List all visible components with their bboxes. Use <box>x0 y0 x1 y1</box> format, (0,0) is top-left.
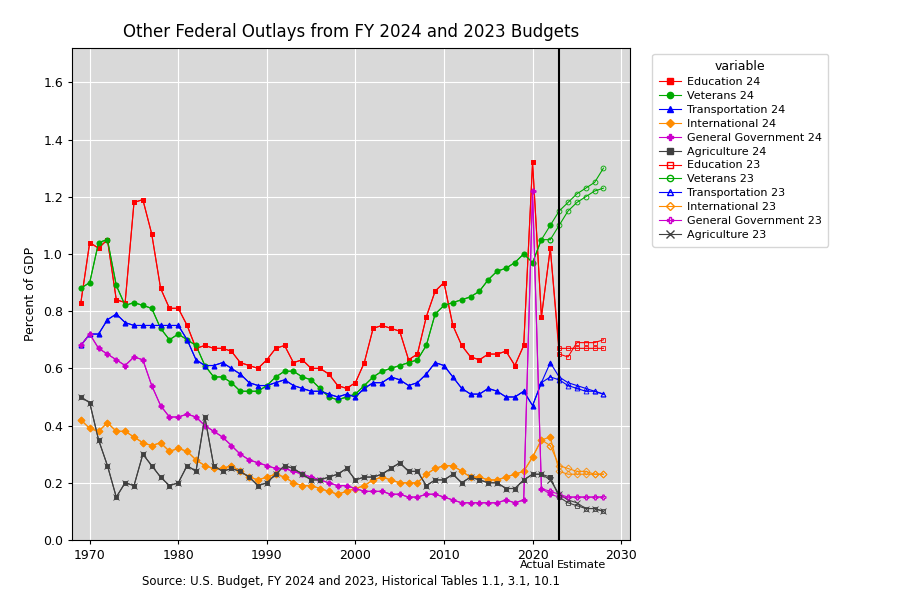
Text: Actual: Actual <box>519 560 554 569</box>
Legend: Education 24, Veterans 24, Transportation 24, International 24, General Governme: Education 24, Veterans 24, Transportatio… <box>652 53 828 247</box>
Text: Source: U.S. Budget, FY 2024 and 2023, Historical Tables 1.1, 3.1, 10.1: Source: U.S. Budget, FY 2024 and 2023, H… <box>142 575 560 588</box>
Title: Other Federal Outlays from FY 2024 and 2023 Budgets: Other Federal Outlays from FY 2024 and 2… <box>123 23 579 41</box>
Y-axis label: Percent of GDP: Percent of GDP <box>24 247 38 341</box>
Text: Estimate: Estimate <box>557 560 606 569</box>
